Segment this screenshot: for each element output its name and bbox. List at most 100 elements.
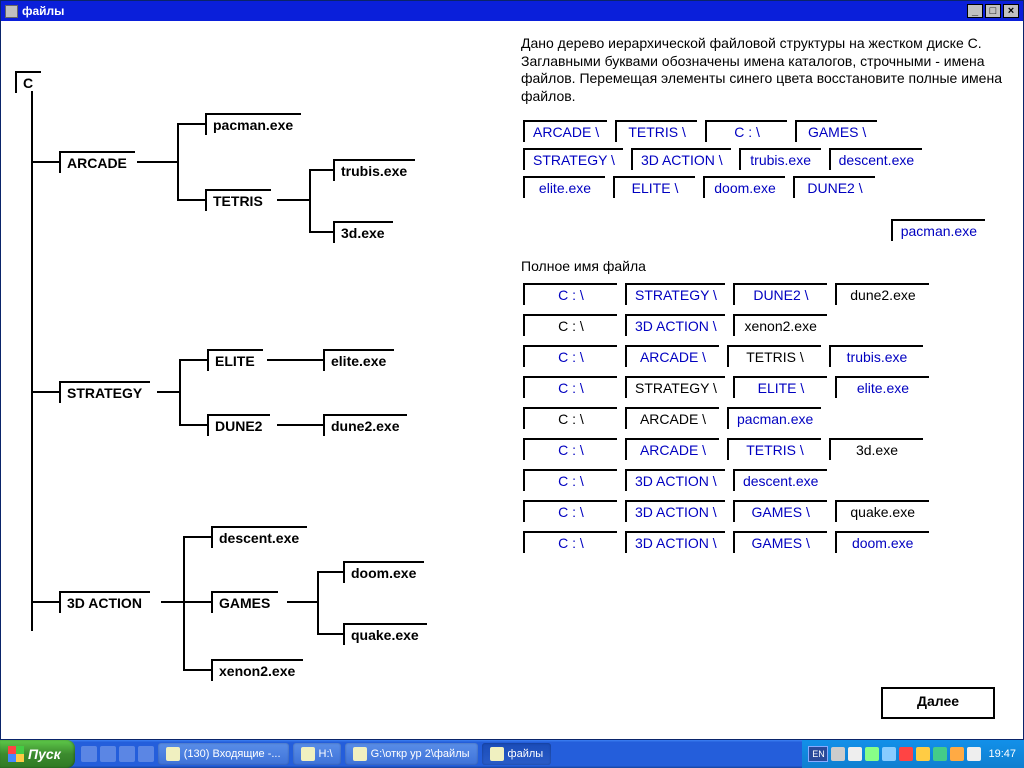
quick-launch xyxy=(81,746,154,762)
tray-icon[interactable] xyxy=(899,747,913,761)
tray-icon[interactable] xyxy=(933,747,947,761)
ql-icon[interactable] xyxy=(119,746,135,762)
tray-icon[interactable] xyxy=(967,747,981,761)
pool-chip[interactable]: ARCADE \ xyxy=(523,120,607,142)
taskbar-item[interactable]: (130) Входящие -... xyxy=(158,743,289,765)
tree-line xyxy=(183,536,211,538)
tree-line xyxy=(183,601,211,603)
path-chip[interactable]: DUNE2 \ xyxy=(733,283,827,305)
path-chip[interactable]: elite.exe xyxy=(835,376,929,398)
tree-line xyxy=(317,571,319,633)
tray-icon[interactable] xyxy=(950,747,964,761)
path-rows: C : \STRATEGY \DUNE2 \dune2.exeC : \3D A… xyxy=(521,280,1019,556)
task-icon xyxy=(166,747,180,761)
taskbar-item-label: G:\откр ур 2\файлы xyxy=(371,748,470,760)
path-chip[interactable]: ARCADE \ xyxy=(625,345,719,367)
path-chip[interactable]: ELITE \ xyxy=(733,376,827,398)
close-button[interactable]: × xyxy=(1003,4,1019,18)
start-button[interactable]: Пуск xyxy=(0,740,75,768)
pool-chip[interactable]: STRATEGY \ xyxy=(523,148,623,170)
language-indicator[interactable]: EN xyxy=(808,746,828,762)
path-chip[interactable]: TETRIS \ xyxy=(727,438,821,460)
pool-chip[interactable]: doom.exe xyxy=(703,176,785,198)
path-chip[interactable]: C : \ xyxy=(523,345,617,367)
tree-line xyxy=(177,123,205,125)
tree-node-trubis: trubis.exe xyxy=(333,159,415,181)
tree-node-action: 3D ACTION xyxy=(59,591,150,613)
tray-icon[interactable] xyxy=(831,747,845,761)
ql-icon[interactable] xyxy=(138,746,154,762)
pool-chip[interactable]: 3D ACTION \ xyxy=(631,148,731,170)
next-button[interactable]: Далее xyxy=(881,687,995,719)
pool-chip[interactable]: TETRIS \ xyxy=(615,120,697,142)
taskbar-item[interactable]: G:\откр ур 2\файлы xyxy=(345,743,478,765)
path-chip[interactable]: C : \ xyxy=(523,500,617,522)
path-chip[interactable]: C : \ xyxy=(523,438,617,460)
path-chip: xenon2.exe xyxy=(733,314,827,336)
path-chip: C : \ xyxy=(523,314,617,336)
tree-line xyxy=(317,571,343,573)
path-chip[interactable]: pacman.exe xyxy=(727,407,821,429)
path-row: C : \ 3D ACTION \ xenon2.exe xyxy=(521,311,1019,339)
path-chip[interactable]: 3D ACTION \ xyxy=(625,314,725,336)
tree-line xyxy=(277,199,309,201)
right-panel: Дано дерево иерархической файловой струк… xyxy=(521,35,1019,739)
path-chip[interactable]: 3D ACTION \ xyxy=(625,531,725,553)
path-chip[interactable]: 3D ACTION \ xyxy=(625,469,725,491)
taskbar-item-label: (130) Входящие -... xyxy=(184,748,281,760)
path-chip[interactable]: C : \ xyxy=(523,283,617,305)
minimize-button[interactable]: _ xyxy=(967,4,983,18)
titlebar[interactable]: файлы _ □ × xyxy=(1,1,1023,21)
tree-line xyxy=(267,359,323,361)
tree-node-dune2-dir: DUNE2 xyxy=(207,414,270,436)
tray-icon[interactable] xyxy=(848,747,862,761)
tree-line xyxy=(177,199,205,201)
path-row: C : \ 3D ACTION \ descent.exe xyxy=(521,466,1019,494)
path-chip[interactable]: doom.exe xyxy=(835,531,929,553)
ql-icon[interactable] xyxy=(81,746,97,762)
task-icon xyxy=(353,747,367,761)
path-chip: 3d.exe xyxy=(829,438,923,460)
tree-node-dune2-exe: dune2.exe xyxy=(323,414,407,436)
taskbar-item-label: файлы xyxy=(508,748,544,760)
pool-chip[interactable]: descent.exe xyxy=(829,148,923,170)
ql-icon[interactable] xyxy=(100,746,116,762)
pool-chip[interactable]: DUNE2 \ xyxy=(793,176,875,198)
app-icon xyxy=(5,5,18,18)
path-chip[interactable]: descent.exe xyxy=(733,469,827,491)
path-row: C : \3D ACTION \GAMES \quake.exe xyxy=(521,497,1019,525)
tree-line xyxy=(31,161,59,163)
pool-chip[interactable]: pacman.exe xyxy=(891,219,985,241)
taskbar-item[interactable]: файлы xyxy=(482,743,552,765)
path-row: C : \STRATEGY \DUNE2 \dune2.exe xyxy=(521,280,1019,308)
path-chip[interactable]: 3D ACTION \ xyxy=(625,500,725,522)
path-chip[interactable]: STRATEGY \ xyxy=(625,283,725,305)
path-chip[interactable]: GAMES \ xyxy=(733,500,827,522)
pool-chip[interactable]: trubis.exe xyxy=(739,148,821,170)
tree-line xyxy=(309,231,333,233)
path-chip[interactable]: trubis.exe xyxy=(829,345,923,367)
path-chip[interactable]: GAMES \ xyxy=(733,531,827,553)
clock: 19:47 xyxy=(988,748,1016,760)
tray-icon[interactable] xyxy=(865,747,879,761)
tree-line xyxy=(309,169,311,231)
tree-line xyxy=(31,91,33,631)
tree-line xyxy=(277,424,323,426)
tree-line xyxy=(161,601,183,603)
tray-icon[interactable] xyxy=(916,747,930,761)
chip-pool: ARCADE \ TETRIS \ C : \ GAMES \ STRATEGY \ 3D… xyxy=(521,117,1019,244)
pool-chip[interactable]: C : \ xyxy=(705,120,787,142)
taskbar-item[interactable]: H:\ xyxy=(293,743,341,765)
tree-line xyxy=(179,359,207,361)
pool-chip[interactable]: GAMES \ xyxy=(795,120,877,142)
path-row: C : \STRATEGY \ELITE \elite.exe xyxy=(521,373,1019,401)
pool-chip[interactable]: elite.exe xyxy=(523,176,605,198)
taskbar: Пуск (130) Входящие -... H:\ G:\откр ур 2\… xyxy=(0,740,1024,768)
path-chip[interactable]: C : \ xyxy=(523,469,617,491)
path-chip[interactable]: C : \ xyxy=(523,531,617,553)
pool-chip[interactable]: ELITE \ xyxy=(613,176,695,198)
path-chip[interactable]: ARCADE \ xyxy=(625,438,719,460)
path-chip[interactable]: C : \ xyxy=(523,376,617,398)
maximize-button[interactable]: □ xyxy=(985,4,1001,18)
tray-icon[interactable] xyxy=(882,747,896,761)
